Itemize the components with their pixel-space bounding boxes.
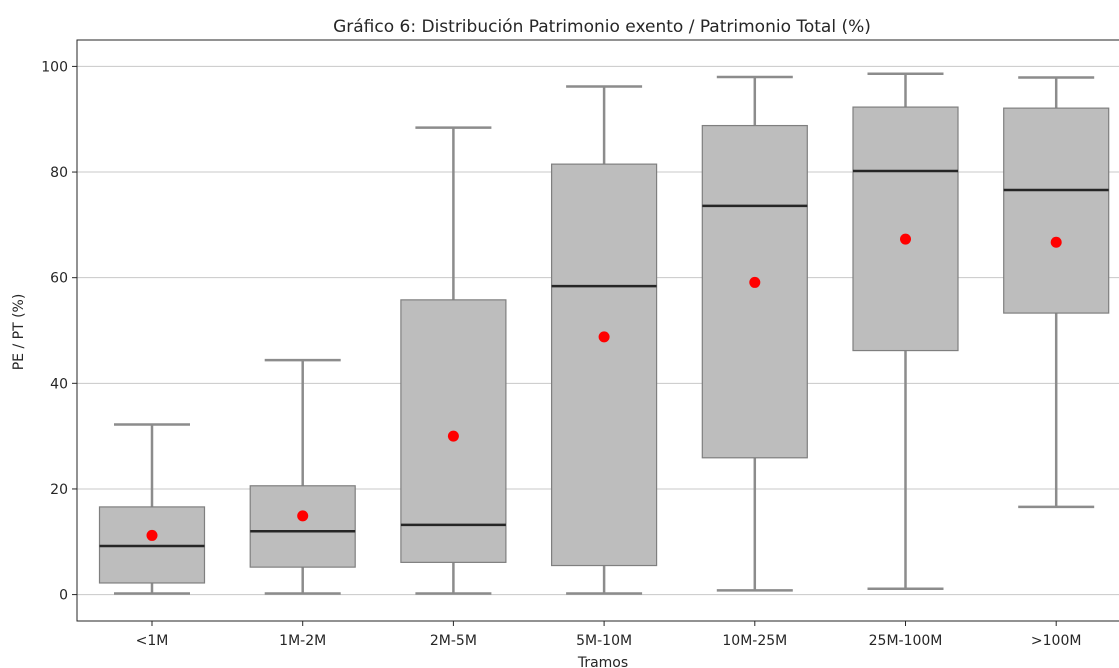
x-tick-label: 2M-5M [430, 633, 477, 649]
plot-frame [76, 39, 1119, 622]
x-tick-label: 5M-10M [576, 633, 632, 649]
iqr-box [852, 106, 959, 352]
boxes [98, 72, 1110, 595]
x-tick-label: >100M [1031, 633, 1082, 649]
box-5 [701, 75, 808, 592]
mean-marker [1050, 236, 1062, 248]
iqr-box [550, 163, 658, 567]
mean-marker [297, 510, 309, 522]
box-4 [550, 85, 658, 595]
box-7 [1003, 76, 1110, 509]
iqr-box [1003, 107, 1110, 314]
box-2 [249, 358, 356, 595]
mean-marker [900, 233, 911, 245]
box-6 [852, 72, 959, 591]
y-tick-label: 0 [59, 588, 68, 604]
y-tick-label: 40 [50, 376, 68, 392]
x-tick-label: 10M-25M [722, 633, 787, 649]
x-ticks: <1M 1M-2M 2M-5M 5M-10M 10M-25M 25M-100M >100M [136, 621, 1082, 649]
y-tick-label: 80 [50, 165, 68, 181]
axes-frame [76, 39, 1119, 622]
mean-marker [598, 331, 610, 343]
y-ticks: 0 20 40 60 80 100 [41, 59, 77, 604]
box-3 [400, 126, 507, 595]
y-tick-label: 100 [41, 59, 68, 75]
iqr-box [249, 485, 356, 568]
x-tick-label: 1M-2M [279, 633, 326, 649]
mean-marker [447, 430, 459, 442]
x-tick-label: <1M [136, 633, 169, 649]
y-tick-label: 60 [50, 271, 68, 287]
iqr-box [701, 124, 808, 459]
mean-marker [749, 276, 761, 288]
chart-title: Gráfico 6: Distribución Patrimonio exent… [333, 17, 871, 37]
y-tick-label: 20 [50, 482, 68, 498]
y-axis-title: PE / PT (%) [11, 294, 27, 371]
x-axis-title: Tramos [577, 655, 628, 668]
mean-marker [146, 529, 158, 541]
x-tick-label: 25M-100M [869, 633, 943, 649]
box-1 [98, 423, 206, 595]
